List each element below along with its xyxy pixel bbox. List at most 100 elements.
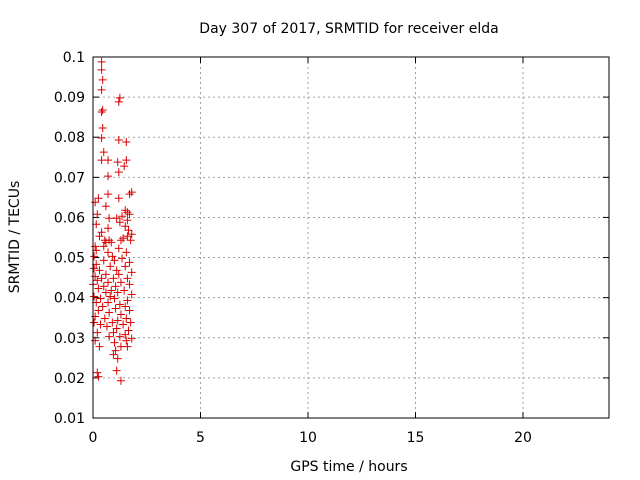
data-point [115, 93, 124, 102]
data-point [115, 300, 124, 309]
data-point [121, 222, 130, 231]
data-point [91, 336, 100, 345]
data-point [123, 216, 132, 225]
data-point [119, 234, 128, 243]
data-point [122, 336, 131, 345]
data-point [112, 324, 121, 333]
data-point [116, 236, 125, 245]
data-point [90, 292, 99, 301]
data-point [121, 330, 130, 339]
data-point [110, 294, 119, 303]
data-point [125, 306, 134, 315]
data-point [106, 292, 115, 301]
x-tick-label: 10 [299, 430, 317, 446]
data-point [125, 190, 134, 199]
data-point [109, 274, 118, 283]
data-point [104, 224, 113, 233]
y-tick-label: 0.03 [54, 331, 85, 347]
data-point [108, 252, 117, 261]
data-point [101, 270, 110, 279]
data-point [97, 57, 106, 66]
data-point [125, 258, 134, 267]
data-point [120, 162, 129, 171]
data-point [90, 252, 99, 261]
y-tick-label: 0.01 [54, 411, 85, 427]
x-axis-label: GPS time / hours [290, 459, 407, 475]
data-point [105, 214, 114, 223]
data-point [123, 208, 132, 217]
data-point [116, 310, 125, 319]
data-point [98, 105, 107, 114]
data-point [98, 75, 107, 84]
data-point [114, 168, 123, 177]
x-tick-label: 15 [407, 430, 425, 446]
data-point [123, 232, 132, 241]
data-point [97, 134, 106, 143]
data-point [90, 264, 99, 273]
data-point [101, 202, 110, 211]
data-point [120, 286, 129, 295]
data-point [98, 123, 107, 132]
data-point [96, 294, 105, 303]
chart-title: Day 307 of 2017, SRMTID for receiver eld… [199, 21, 498, 37]
data-point [109, 328, 118, 337]
data-point [92, 260, 101, 269]
plot-frame [92, 56, 610, 419]
y-tick-label: 0.05 [54, 251, 85, 267]
data-point [104, 172, 113, 181]
data-point [91, 272, 100, 281]
data-point [95, 342, 104, 351]
data-point [124, 226, 133, 235]
data-point [121, 262, 130, 271]
data-point [99, 242, 108, 251]
data-point [91, 312, 100, 321]
data-point [123, 274, 132, 283]
data-point [113, 316, 122, 325]
data-point [127, 334, 136, 343]
data-point [98, 302, 107, 311]
data-point [99, 282, 108, 291]
data-point [113, 288, 122, 297]
data-point [104, 298, 113, 307]
data-point [112, 366, 121, 375]
data-points [89, 57, 136, 385]
x-tick-label: 5 [196, 430, 205, 446]
data-point [110, 256, 119, 265]
data-point [111, 346, 120, 355]
data-point [115, 218, 124, 227]
y-tick-label: 0.02 [54, 371, 85, 387]
data-point [119, 320, 128, 329]
data-point [94, 372, 103, 381]
data-point [114, 194, 123, 203]
data-point [122, 248, 131, 257]
data-point [127, 230, 136, 239]
data-point [123, 342, 132, 351]
data-point [104, 156, 113, 165]
data-point [105, 236, 114, 245]
x-tick-label: 0 [89, 430, 98, 446]
data-point [107, 286, 116, 295]
data-point [93, 368, 102, 377]
data-point [114, 136, 123, 145]
data-point [95, 266, 104, 275]
data-point [127, 290, 136, 299]
data-point [92, 246, 101, 255]
y-tick-label: 0.06 [54, 210, 85, 226]
data-point [91, 242, 100, 251]
data-point [113, 354, 122, 363]
data-point [123, 296, 132, 305]
data-point [94, 194, 103, 203]
data-point [100, 314, 109, 323]
axis-ticks: 0 5 10 15 20 0.01 0.02 0.03 0.04 0.05 0.06 0.07 0.08… [54, 50, 609, 446]
data-point [107, 238, 116, 247]
data-point [125, 210, 134, 219]
data-point [112, 214, 121, 223]
data-point [126, 236, 135, 245]
data-point [91, 198, 100, 207]
data-point [94, 306, 103, 315]
data-point [108, 318, 117, 327]
data-point [114, 244, 123, 253]
data-point [118, 212, 127, 221]
data-point [105, 308, 114, 317]
data-point [97, 274, 106, 283]
